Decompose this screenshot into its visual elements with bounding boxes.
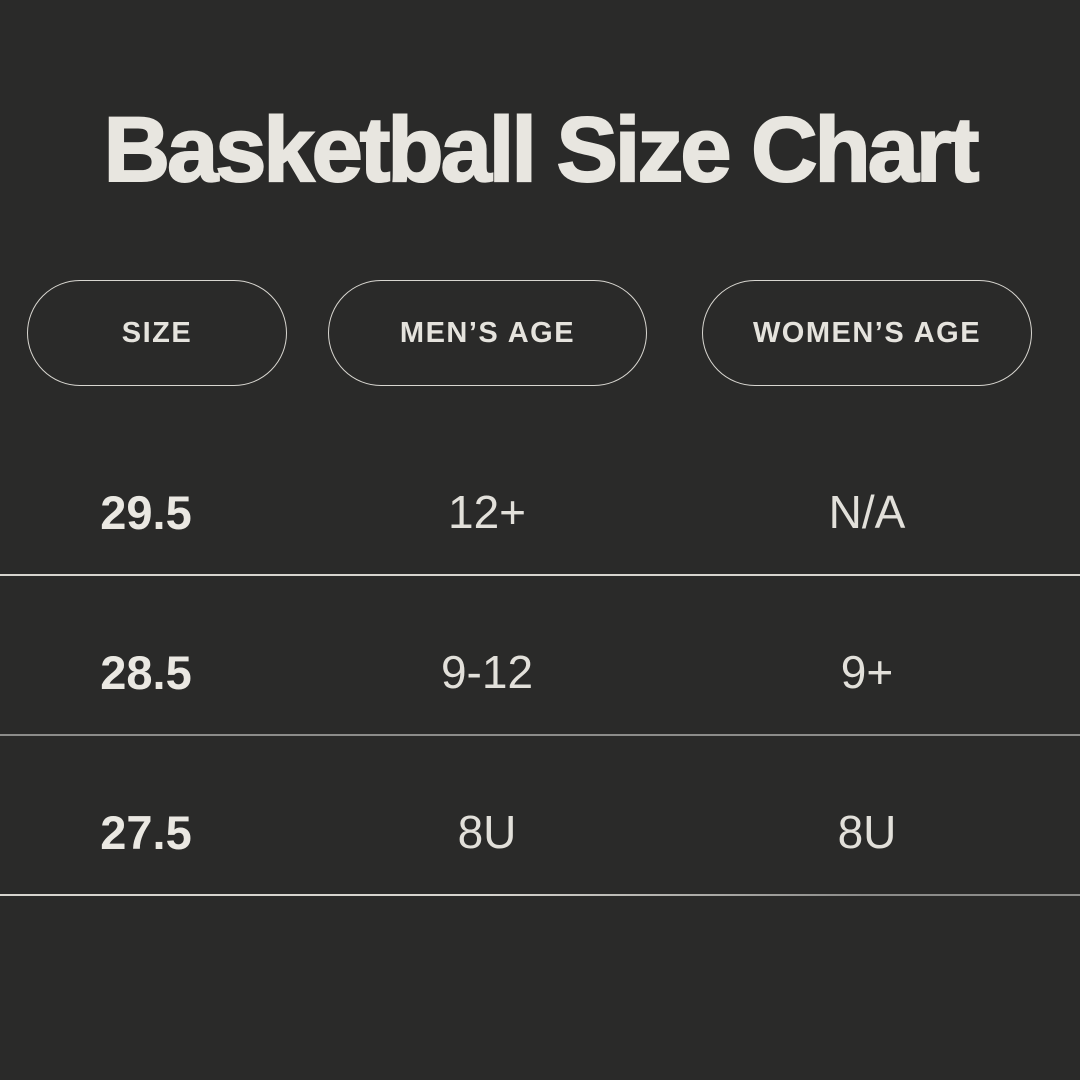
cell-womens-age: 8U [837, 806, 897, 858]
row-divider [0, 574, 1080, 576]
column-header-mens-age: MEN’S AGE [328, 280, 647, 386]
cell-mens-age: 9-12 [440, 646, 534, 698]
column-header-size-label: SIZE [121, 316, 193, 349]
column-header-womens-age: WOMEN’S AGE [702, 280, 1032, 386]
cell-size: 29.5 [100, 485, 192, 539]
cell-size: 28.5 [100, 645, 192, 699]
size-table: 29.5 12+ N/A 28.5 9-12 9+ 27.5 8U 8U [0, 416, 1080, 896]
column-header-womens-age-label: WOMEN’S AGE [752, 316, 982, 349]
cell-size: 27.5 [100, 805, 192, 859]
column-header-size: SIZE [27, 280, 287, 386]
table-row: 27.5 8U 8U [0, 736, 1080, 896]
table-row: 29.5 12+ N/A [0, 416, 1080, 576]
row-divider [0, 894, 1080, 896]
cell-womens-age: N/A [828, 486, 906, 538]
cell-mens-age: 12+ [447, 486, 527, 538]
table-row: 28.5 9-12 9+ [0, 576, 1080, 736]
cell-mens-age: 8U [457, 806, 517, 858]
page-title: Basketball Size Chart [103, 98, 981, 201]
cell-womens-age: 9+ [840, 646, 894, 698]
column-header-mens-age-label: MEN’S AGE [399, 316, 576, 349]
row-divider [0, 734, 1080, 736]
